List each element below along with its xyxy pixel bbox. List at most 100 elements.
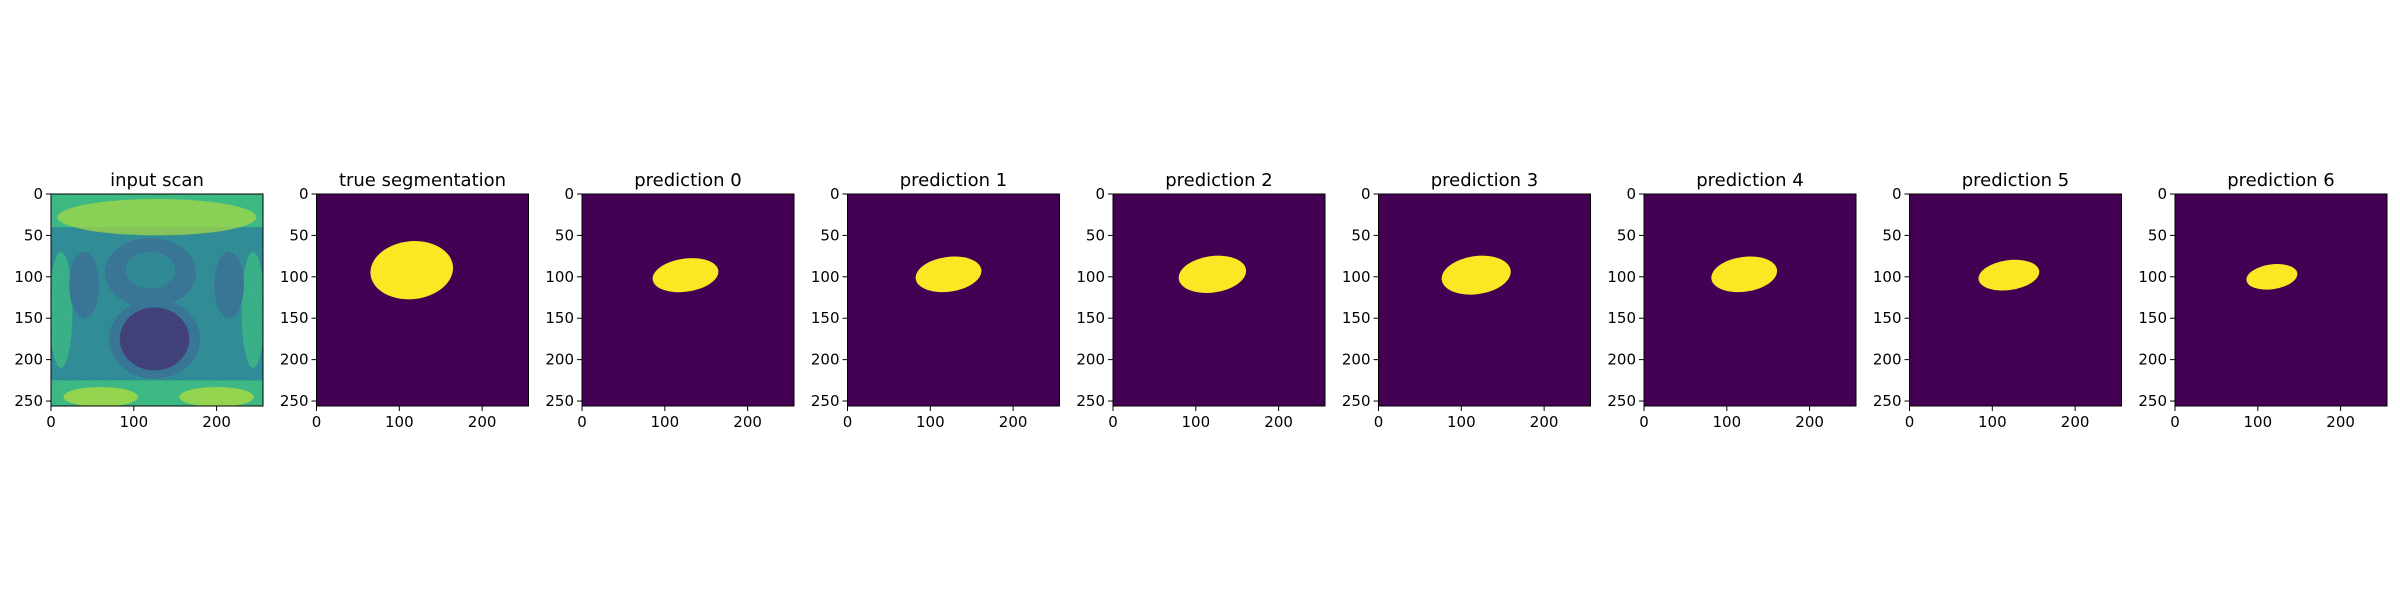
y-tick-label: 150 (545, 309, 574, 327)
mask-background (1113, 194, 1325, 406)
panel-image (847, 194, 1060, 406)
scan-cavity (119, 307, 190, 371)
mask-background (316, 194, 529, 406)
mask-background (1644, 194, 1856, 406)
x-tick-label: 100 (119, 413, 148, 431)
scan-left-edge (51, 251, 73, 368)
y-tick-label: 250 (280, 392, 309, 410)
mask-background (847, 194, 1060, 406)
y-tick-label: 250 (14, 392, 43, 410)
y-tick-label: 100 (545, 268, 574, 286)
y-tick-label: 100 (1873, 268, 1902, 286)
panel-image (2175, 194, 2387, 406)
y-tick-label: 250 (545, 392, 574, 410)
y-tick-label: 100 (1607, 268, 1636, 286)
y-tick-label: 0 (1095, 185, 1105, 203)
x-tick-label: 100 (385, 413, 414, 431)
y-tick-label: 50 (289, 226, 308, 244)
x-tick-label: 100 (1447, 413, 1476, 431)
y-tick-label: 100 (811, 268, 840, 286)
y-tick-label: 50 (820, 226, 839, 244)
y-tick-label: 50 (1351, 226, 1370, 244)
scan-noise-texture (51, 194, 263, 406)
x-tick-label: 0 (1639, 413, 1649, 431)
panel-image (582, 194, 794, 406)
axes-frame (581, 193, 795, 407)
y-tick-label: 150 (1076, 309, 1105, 327)
panel-image (1644, 194, 1856, 406)
scan-bottom-highlight-right (179, 386, 254, 406)
y-tick-label: 0 (299, 185, 309, 203)
axes-frame (1643, 193, 1857, 407)
x-tick-label: 200 (1795, 413, 1824, 431)
mask-background (2175, 194, 2387, 406)
y-tick-label: 0 (830, 185, 840, 203)
x-tick-label: 0 (46, 413, 56, 431)
panel-title: prediction 0 (634, 170, 741, 191)
x-tick-label: 100 (650, 413, 679, 431)
segmentation-blob (370, 241, 454, 300)
y-tick-label: 150 (1873, 309, 1902, 327)
scan-bottom-highlight-left (63, 386, 138, 406)
y-tick-label: 200 (1873, 351, 1902, 369)
y-tick-label: 200 (545, 351, 574, 369)
x-tick-label: 100 (916, 413, 945, 431)
panel-title: prediction 3 (1431, 170, 1538, 191)
y-tick-label: 50 (24, 226, 43, 244)
y-tick-label: 250 (2138, 392, 2167, 410)
y-tick-label: 50 (1882, 226, 1901, 244)
axes-frame (316, 193, 529, 407)
x-tick-label: 200 (2326, 413, 2355, 431)
axes-frame (2174, 193, 2388, 407)
y-tick-label: 0 (1361, 185, 1371, 203)
y-tick-label: 100 (1076, 268, 1105, 286)
segmentation-blob (915, 256, 982, 293)
x-tick-label: 0 (312, 413, 322, 431)
x-tick-label: 200 (999, 413, 1028, 431)
y-tick-label: 0 (564, 185, 574, 203)
y-tick-label: 200 (1342, 351, 1371, 369)
y-tick-label: 50 (2148, 226, 2167, 244)
panel-title: true segmentation (339, 170, 506, 191)
y-tick-label: 200 (1607, 351, 1636, 369)
segmentation-blob (1178, 255, 1247, 293)
scan-left-muscle (69, 251, 100, 319)
x-tick-label: 200 (1264, 413, 1293, 431)
panel-title: prediction 1 (900, 170, 1007, 191)
y-tick-label: 200 (1076, 351, 1105, 369)
y-tick-label: 250 (1873, 392, 1902, 410)
x-tick-label: 0 (2170, 413, 2180, 431)
scan-top-highlight (57, 198, 257, 236)
panel-title: prediction 4 (1696, 170, 1803, 191)
y-tick-label: 50 (1617, 226, 1636, 244)
y-tick-label: 150 (811, 309, 840, 327)
mask-background (1909, 194, 2122, 406)
y-tick-label: 0 (1626, 185, 1636, 203)
y-tick-label: 150 (280, 309, 309, 327)
y-tick-label: 200 (2138, 351, 2167, 369)
axes-frame (1378, 193, 1591, 407)
panel-image (316, 194, 529, 406)
segmentation-blob (1441, 255, 1511, 295)
segmentation-blob (2246, 264, 2298, 290)
panel-title: prediction 5 (1962, 170, 2069, 191)
x-tick-label: 100 (2243, 413, 2272, 431)
x-tick-label: 200 (1530, 413, 1559, 431)
x-tick-label: 100 (1712, 413, 1741, 431)
y-tick-label: 150 (1607, 309, 1636, 327)
scan-right-muscle (214, 251, 244, 319)
panel-image (1378, 194, 1591, 406)
scan-gland-center (125, 251, 176, 289)
axes-frame (50, 193, 264, 407)
segmentation-blob (652, 258, 719, 293)
x-tick-label: 0 (1374, 413, 1384, 431)
panel-title: input scan (110, 170, 204, 191)
segmentation-blob (1711, 256, 1778, 293)
